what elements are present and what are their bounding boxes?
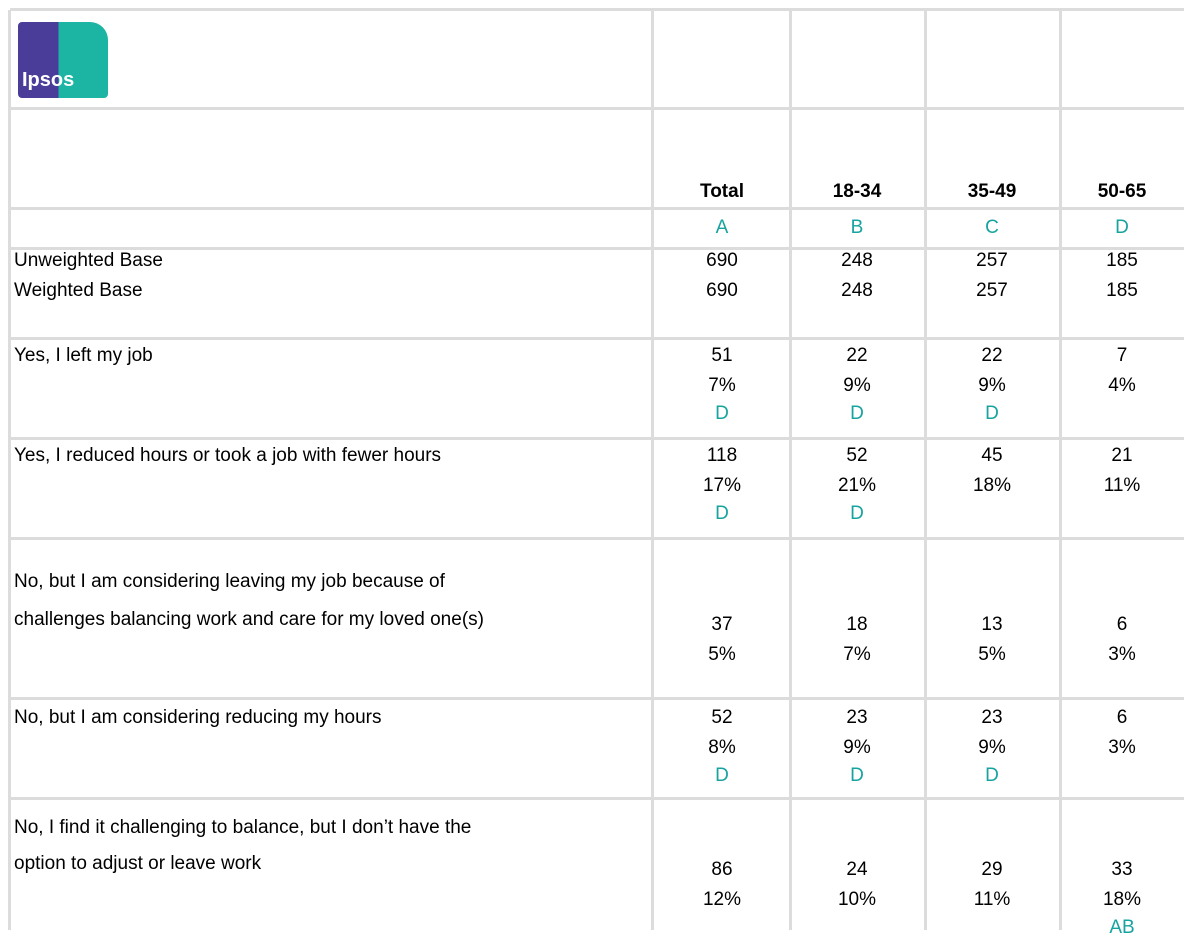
base-value: 248 [841,250,873,271]
grid-line [1059,10,1062,930]
percent: 9% [978,375,1006,396]
count: 21 [1111,445,1133,466]
grid-line [10,697,1184,700]
grid-line [10,107,1184,110]
column-letter: A [715,217,729,238]
percent: 9% [843,737,871,758]
grid-line [651,10,654,930]
percent: 7% [708,375,736,396]
percent: 12% [702,889,742,910]
percent: 3% [1108,737,1136,758]
count: 18 [846,614,868,635]
count: 52 [711,707,733,728]
base-value: 248 [841,280,873,301]
column-letter: C [985,217,999,238]
count: 29 [981,859,1003,880]
grid-line [789,10,792,930]
grid-line [8,10,11,930]
count: 23 [981,707,1003,728]
significance: D [850,403,864,424]
count: 6 [1116,707,1128,728]
percent: 8% [708,737,736,758]
count: 45 [981,445,1003,466]
significance: D [715,403,729,424]
significance: AB [1109,917,1135,938]
row-label: challenges balancing work and care for m… [14,609,484,630]
grid-line [10,8,1184,11]
percent: 9% [843,375,871,396]
grid-line [10,247,1184,250]
grid-line [924,10,927,930]
count: 22 [981,345,1003,366]
base-value: 185 [1106,250,1138,271]
grid-line [10,337,1184,340]
column-header: 35-49 [967,181,1017,202]
percent: 18% [1102,889,1142,910]
logo-text: Ipsos [22,69,75,91]
base-value: 257 [976,250,1008,271]
percent: 3% [1108,644,1136,665]
significance: D [850,765,864,786]
row-label: option to adjust or leave work [14,853,262,874]
row-label: Unweighted Base [14,250,163,271]
row-label: Yes, I left my job [14,345,153,366]
column-letter: B [850,217,864,238]
base-value: 690 [706,250,738,271]
base-value: 690 [706,280,738,301]
grid-line [10,437,1184,440]
significance: D [985,403,999,424]
percent: 11% [973,889,1011,910]
percent: 18% [972,475,1012,496]
row-label: No, but I am considering reducing my hou… [14,707,382,728]
grid-line [10,537,1184,540]
count: 51 [711,345,733,366]
count: 86 [711,859,733,880]
count: 37 [711,614,733,635]
count: 24 [846,859,868,880]
significance: D [715,765,729,786]
significance: D [985,765,999,786]
count: 22 [846,345,868,366]
significance: D [715,503,729,524]
column-letter: D [1115,217,1129,238]
base-value: 257 [976,280,1008,301]
count: 52 [846,445,868,466]
percent: 21% [837,475,877,496]
base-value: 185 [1106,280,1138,301]
count: 33 [1111,859,1133,880]
percent: 17% [702,475,742,496]
row-label: No, I find it challenging to balance, bu… [14,817,472,838]
count: 7 [1116,345,1128,366]
count: 13 [981,614,1003,635]
row-label: No, but I am considering leaving my job … [14,571,445,592]
count: 118 [706,445,738,466]
percent: 7% [843,644,871,665]
count: 23 [846,707,868,728]
column-header: 18-34 [832,181,882,202]
column-header: Total [700,181,744,202]
percent: 10% [837,889,877,910]
logo: Ipsos [18,22,108,98]
percent: 9% [978,737,1006,758]
percent: 5% [978,644,1006,665]
percent: 11% [1103,475,1141,496]
grid-line [10,797,1184,800]
grid-line [10,207,1184,210]
row-label: Yes, I reduced hours or took a job with … [14,445,442,466]
significance: D [850,503,864,524]
count: 6 [1116,614,1128,635]
percent: 4% [1108,375,1136,396]
column-header: 50-65 [1097,181,1147,202]
percent: 5% [708,644,736,665]
row-label: Weighted Base [14,280,143,301]
